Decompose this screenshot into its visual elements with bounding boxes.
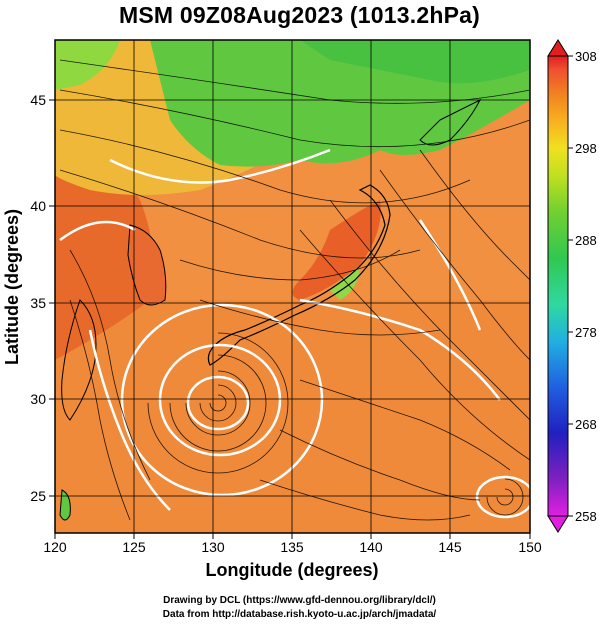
colorbar-body — [547, 55, 569, 517]
x-tick-labels: 120 125 130 135 140 145 150 — [43, 539, 542, 555]
pacific-isoline — [418, 219, 482, 331]
x-tick-label: 150 — [518, 539, 542, 555]
x-tick-label: 130 — [201, 539, 225, 555]
x-ticks — [54, 533, 531, 539]
y-axis-label: Latitude (degrees) — [2, 209, 22, 365]
korea-isoline — [59, 220, 136, 242]
cool-northwest-region — [55, 40, 120, 90]
typhoon-isoline-mid — [158, 343, 282, 457]
china-coastline — [61, 299, 97, 421]
cold-north-region — [300, 40, 530, 84]
taiwan-island — [59, 489, 71, 521]
x-tick-label: 120 — [43, 539, 67, 555]
y-tick-labels: 25 30 35 40 45 — [30, 92, 46, 504]
x-tick-label: 135 — [280, 539, 304, 555]
colorbar-bottom-arrow — [547, 515, 569, 533]
y-tick-label: 25 — [30, 488, 46, 504]
y-tick-label: 40 — [30, 198, 46, 214]
streamlines — [59, 59, 530, 521]
colorbar-tick-label: 288 — [575, 233, 597, 248]
y-tick-label: 35 — [30, 295, 46, 311]
colorbar-tick-label: 308 — [575, 49, 597, 64]
y-tick-label: 30 — [30, 391, 46, 407]
typhoon-isoline-outer — [120, 303, 324, 497]
x-tick-label: 140 — [359, 539, 383, 555]
credit-drawing: Drawing by DCL (https://www.gfd-dennou.o… — [163, 595, 436, 606]
colorbar-tick-label: 298 — [575, 141, 597, 156]
north-isoline — [109, 148, 331, 184]
x-tick-label: 145 — [438, 539, 462, 555]
isolines — [59, 148, 530, 519]
map-title: MSM 09Z08Aug2023 (1013.2hPa) — [119, 2, 480, 28]
credit-data: Data from http://database.rish.kyoto-u.a… — [162, 609, 437, 620]
y-ticks — [49, 99, 55, 497]
x-axis-label: Longitude (degrees) — [205, 560, 378, 580]
colorbar-tick-label: 268 — [575, 417, 597, 432]
west-isoline — [88, 329, 171, 511]
east-isoline — [299, 298, 501, 401]
x-tick-label: 125 — [122, 539, 146, 555]
colorbar-top-arrow — [547, 39, 569, 57]
typhoon-isoline-inner — [186, 375, 250, 431]
south-warm-region — [55, 300, 530, 533]
hokkaido-coastline — [419, 98, 482, 146]
east-low-isoline — [475, 475, 530, 519]
plot-area — [55, 40, 530, 533]
colorbar: 308 298 288 278 268 258 — [547, 39, 597, 533]
colorbar-tick-label: 278 — [575, 325, 597, 340]
japan-land — [292, 200, 381, 300]
graticule — [55, 40, 530, 533]
hot-continent-region — [55, 158, 154, 360]
y-tick-label: 45 — [30, 92, 46, 108]
colorbar-tick-label: 258 — [575, 509, 597, 524]
